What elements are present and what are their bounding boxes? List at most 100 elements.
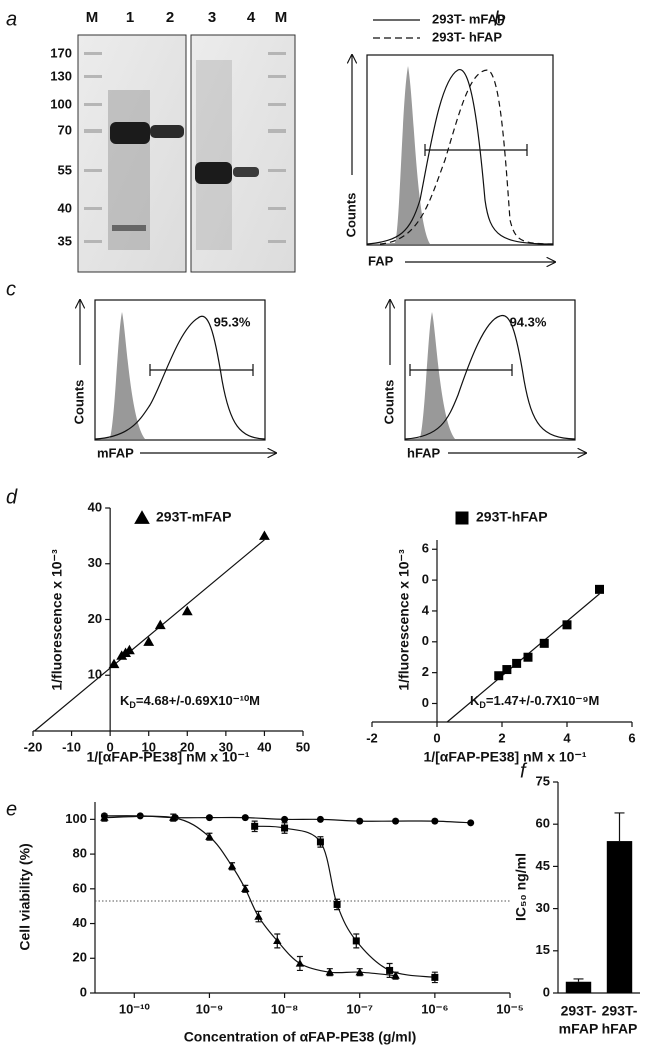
y-axis-label: 1/fluorescence x 10⁻³ (49, 549, 65, 691)
legend-label: 293T-hFAP (476, 509, 548, 525)
error-bar (573, 978, 584, 982)
x-axis-label: 1/[αFAP-PE38] nM x 10⁻¹ (423, 749, 586, 765)
point (356, 817, 364, 825)
point (295, 959, 305, 967)
point (241, 884, 250, 892)
gate (149, 364, 254, 376)
point (254, 912, 263, 920)
point (539, 638, 549, 648)
lane-smear (196, 60, 232, 250)
histogram (379, 69, 554, 245)
point (333, 900, 341, 908)
lane-label: 3 (208, 9, 216, 26)
annotation-part: K (470, 693, 480, 708)
x-tick-label: -20 (24, 739, 43, 754)
x-label: FAP (368, 253, 394, 268)
bar (606, 841, 633, 993)
flow-c-right: 94.3% Counts hFAP (381, 300, 586, 460)
panel-label: a (6, 8, 17, 30)
annotation-part: =1.47+/-0.7X10⁻⁹M (486, 693, 600, 708)
x-tick-label: hFAP (602, 1021, 638, 1037)
y-tick-label: 80 (73, 846, 87, 861)
x-label: mFAP (97, 445, 134, 460)
curve (254, 825, 435, 978)
point (431, 817, 439, 825)
marker-label: 170 (50, 45, 72, 60)
point (154, 619, 166, 630)
y-tick-label: 20 (88, 611, 102, 626)
x-tick-label: 30 (219, 739, 233, 754)
gel-image (77, 34, 296, 273)
x-tick-label: 293T- (561, 1003, 597, 1019)
annotation: KD=4.68+/-0.69X10⁻¹⁰M (120, 693, 260, 710)
annotation-sub: D (479, 700, 486, 710)
point (494, 671, 504, 681)
control-histogram (367, 66, 430, 244)
bar (565, 981, 592, 993)
ladder-bands (84, 52, 286, 243)
y-tick-label: 30 (88, 555, 102, 570)
annotation: KD=1.47+/-0.7X10⁻⁹M (470, 693, 599, 710)
lane-label: M (86, 9, 99, 26)
band (150, 125, 184, 138)
annotation-part: K (120, 693, 130, 708)
y-tick-label: 0 (422, 633, 429, 648)
band (110, 122, 150, 144)
error-bar (614, 812, 625, 842)
legend-label: 293T- mFAP (432, 11, 506, 26)
panel-label: f (520, 760, 528, 782)
fit-line (34, 539, 265, 732)
point (281, 815, 289, 823)
y-tick-label: 10 (88, 667, 102, 682)
percent-label: 95.3% (214, 314, 251, 329)
point (467, 819, 475, 827)
x-tick-label: mFAP (559, 1021, 599, 1037)
y-axis-label: 1/fluorescence x 10⁻³ (396, 549, 412, 691)
point (391, 971, 400, 979)
marker-label: 70 (58, 122, 72, 137)
point (386, 966, 394, 974)
marker-label: 130 (50, 68, 72, 83)
plot-frame (404, 299, 576, 441)
x-tick-label: 10 (141, 739, 155, 754)
lane-label: M (275, 9, 288, 26)
y-label: Counts (381, 380, 396, 425)
point (227, 862, 237, 870)
point (352, 937, 360, 945)
flow-c-left: 95.3% Counts mFAP (71, 300, 276, 460)
point (100, 813, 109, 821)
y-tick-label: 30 (536, 900, 550, 915)
x-tick-label: 10⁻⁵ (496, 1001, 523, 1016)
panel-label: c (6, 278, 16, 300)
legend-label: 293T- hFAP (432, 29, 502, 44)
point (259, 530, 270, 540)
point (205, 814, 213, 822)
gate (409, 364, 513, 376)
x-tick-label: 0 (107, 739, 114, 754)
x-tick-label: 0 (433, 730, 440, 745)
y-tick-label: 20 (73, 950, 87, 965)
point (431, 973, 439, 981)
y-tick-label: 40 (88, 499, 102, 514)
point (325, 967, 335, 976)
percent-label: 94.3% (510, 314, 547, 329)
point (241, 814, 249, 822)
y-tick-label: 75 (536, 773, 550, 788)
y-tick-label: 0 (422, 695, 429, 710)
gel-right (190, 34, 296, 273)
flow-b: 293T- mFAP 293T- hFAP Counts FAP (343, 11, 555, 268)
y-tick-label: 0 (543, 984, 550, 999)
point (205, 832, 214, 840)
control-histogram (95, 312, 145, 439)
point (251, 822, 259, 830)
histogram (366, 69, 554, 245)
panel-label: e (6, 798, 17, 820)
point (595, 584, 604, 594)
point (316, 815, 324, 823)
x-tick-label: 10⁻⁷ (346, 1001, 373, 1016)
annotation-part: =4.68+/-0.69X10⁻¹⁰M (136, 693, 260, 708)
x-tick-label: 10⁻⁹ (196, 1001, 224, 1016)
fit-line (446, 593, 600, 723)
y-label: Counts (71, 380, 86, 425)
